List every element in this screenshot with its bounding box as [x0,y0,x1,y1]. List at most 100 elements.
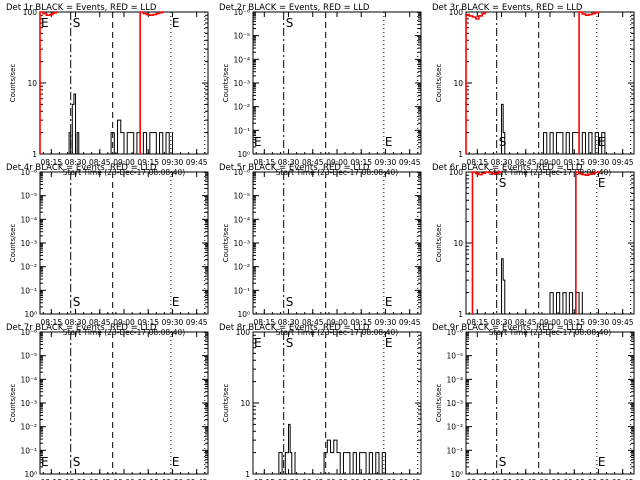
x-tick-label: 08:15 [253,318,275,327]
lld-series-line [39,11,164,154]
x-tick-label: 09:30 [588,158,610,167]
y-tick-label: 10⁻⁶ [446,328,463,337]
y-tick-label: 10⁻⁶ [233,8,250,17]
y-tick-label: 10⁻⁴ [446,375,463,384]
y-tick-label: 10⁻² [20,263,37,272]
x-tick-label: 09:15 [137,158,159,167]
x-tick-label: 09:00 [326,318,348,327]
end-marker-label: E [385,135,393,149]
x-tick-label: 09:00 [539,318,561,327]
y-tick-label: 10⁰ [237,150,250,159]
x-tick-label: 09:00 [539,158,561,167]
panel-title: Det 1r BLACK = Events, RED = LLD [6,3,157,13]
x-tick-label: 09:30 [162,318,184,327]
x-tick-label: 09:15 [350,478,372,480]
y-tick-label: 10⁻² [233,263,250,272]
y-tick-label: 1 [458,310,463,319]
x-tick-label: 08:45 [515,318,537,327]
end-marker-label: E [598,455,606,469]
events-series-line [501,258,584,315]
y-axis-label: Counts/sec [9,384,17,423]
x-tick-label: 08:30 [65,158,87,167]
edge-label-left: E [254,135,262,149]
start-marker-label: S [286,295,294,309]
x-tick-label: 08:45 [89,478,111,480]
panel-title: Det 4r BLACK = Events, RED = LLD [6,163,157,173]
y-tick-label: 10⁻⁵ [20,352,37,361]
y-tick-label: 10⁻² [233,103,250,112]
x-tick-label: 08:30 [278,318,300,327]
plot-frame [252,11,422,155]
panel-title: Det 3r BLACK = Events, RED = LLD [432,3,583,13]
x-tick-label: 09:30 [375,318,397,327]
x-tick-label: 09:45 [399,318,421,327]
y-axis-label: Counts/sec [9,224,17,263]
y-tick-label: 10⁻¹ [233,126,250,135]
end-marker-label: E [385,295,393,309]
x-tick-label: 08:15 [40,158,62,167]
detector-panel: Det 4r BLACK = Events, RED = LLD Counts/s… [6,163,209,337]
y-tick-label: 10⁻⁵ [233,32,250,41]
x-tick-label: 08:30 [491,478,513,480]
detector-panel: Det 7r BLACK = Events, RED = LLD Counts/s… [6,323,209,480]
y-tick-label: 10⁻¹ [446,446,463,455]
x-tick-label: 08:15 [466,318,488,327]
y-tick-label: 10⁻⁴ [20,215,37,224]
y-tick-label: 10⁻⁶ [233,168,250,177]
y-tick-label: 10⁻³ [233,239,250,248]
y-tick-label: 10⁻¹ [233,286,250,295]
y-tick-label: 10⁻⁵ [446,352,463,361]
end-marker-label: E [172,455,180,469]
y-tick-label: 10⁰ [237,310,250,319]
detector-panel: Det 3r BLACK = Events, RED = LLD Counts/s… [432,3,635,177]
x-tick-label: 08:15 [253,158,275,167]
y-tick-label: 1 [32,150,37,159]
x-tick-label: 09:30 [588,318,610,327]
x-tick-label: 09:00 [326,158,348,167]
x-tick-label: 08:15 [40,478,62,480]
start-marker-label: S [73,16,81,30]
events-series-line [501,103,606,155]
lld-series-line [465,11,600,154]
y-tick-label: 10⁰ [450,470,463,479]
end-marker-label: E [598,176,606,190]
edge-label-left: E [41,16,49,30]
panel-title: Det 5r BLACK = Events, RED = LLD [219,163,370,173]
panel-title: Det 7r BLACK = Events, RED = LLD [6,323,157,333]
start-marker-label: S [499,176,507,190]
x-tick-label: 09:30 [588,478,610,480]
x-tick-label: 08:45 [515,478,537,480]
y-tick-label: 100 [236,328,251,337]
start-marker-label: S [73,455,81,469]
y-tick-label: 100 [449,8,464,17]
end-marker-label: E [172,295,180,309]
x-tick-label: 08:45 [302,318,324,327]
y-axis-label: Counts/sec [222,384,230,423]
detector-panel: Det 6r BLACK = Events, RED = LLD Counts/s… [432,163,635,337]
y-tick-label: 10⁻³ [233,79,250,88]
y-tick-label: 10⁰ [24,470,37,479]
x-tick-label: 09:15 [137,478,159,480]
y-axis-label: Counts/sec [435,384,443,423]
x-tick-label: 09:15 [137,318,159,327]
edge-label-left: E [254,336,262,350]
y-tick-label: 10⁻² [20,423,37,432]
lld-series-line [471,171,600,314]
y-tick-label: 10⁻² [446,423,463,432]
y-tick-label: 10⁻⁶ [20,168,37,177]
x-tick-label: 09:45 [612,318,634,327]
y-tick-label: 10⁻⁵ [233,192,250,201]
plot-frame [39,171,209,315]
events-series-line [67,93,174,155]
x-tick-label: 09:15 [350,318,372,327]
x-tick-label: 08:30 [491,158,513,167]
x-tick-label: 09:45 [612,478,634,480]
x-tick-label: 09:15 [563,478,585,480]
x-tick-label: 08:30 [65,318,87,327]
x-tick-label: 08:30 [278,158,300,167]
y-tick-label: 10⁻³ [446,399,463,408]
x-tick-label: 09:45 [186,318,208,327]
y-tick-label: 10⁻⁴ [233,55,250,64]
y-tick-label: 1 [245,470,250,479]
y-axis-label: Counts/sec [222,64,230,103]
